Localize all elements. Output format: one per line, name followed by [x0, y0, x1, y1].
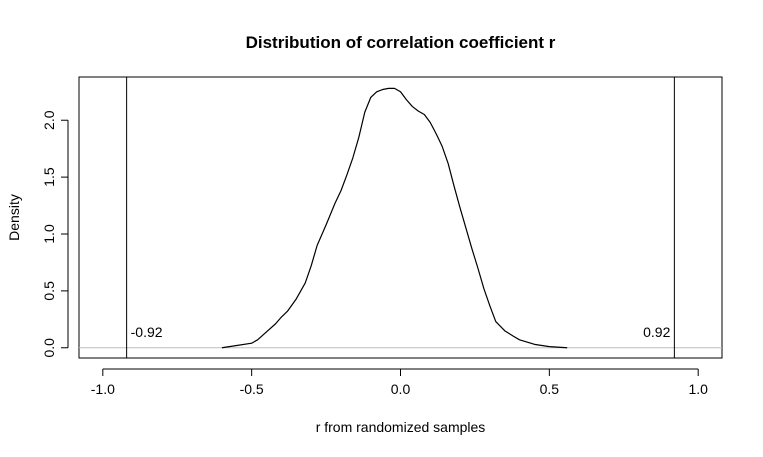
x-tick-label-4: 1.0 [688, 381, 708, 397]
x-tick-label-0: -1.0 [91, 381, 115, 397]
y-tick-label-3: 1.5 [41, 167, 57, 187]
y-tick-label-4: 2.0 [41, 110, 57, 130]
y-axis-label: Density [6, 194, 22, 241]
annotations: -0.92 0.92 [131, 324, 671, 340]
x-tick-label-3: 0.5 [540, 381, 560, 397]
x-axis: -1.0 -0.5 0.0 0.5 1.0 [91, 368, 708, 397]
y-axis: 0.0 0.5 1.0 1.5 2.0 [41, 110, 69, 358]
reference-lines [79, 77, 722, 358]
annotation-label-0: -0.92 [131, 324, 163, 340]
x-tick-label-2: 0.0 [391, 381, 411, 397]
annotation-label-1: 0.92 [643, 324, 670, 340]
y-tick-label-2: 1.0 [41, 224, 57, 244]
density-curve-0 [221, 87, 568, 349]
y-tick-label-0: 0.0 [41, 338, 57, 358]
chart-title: Distribution of correlation coefficient … [246, 33, 556, 52]
plot-frame [78, 76, 723, 359]
x-tick-label-1: -0.5 [240, 381, 264, 397]
x-axis-label: r from randomized samples [316, 419, 486, 435]
y-tick-label-1: 0.5 [41, 281, 57, 301]
series-layer [221, 87, 568, 349]
